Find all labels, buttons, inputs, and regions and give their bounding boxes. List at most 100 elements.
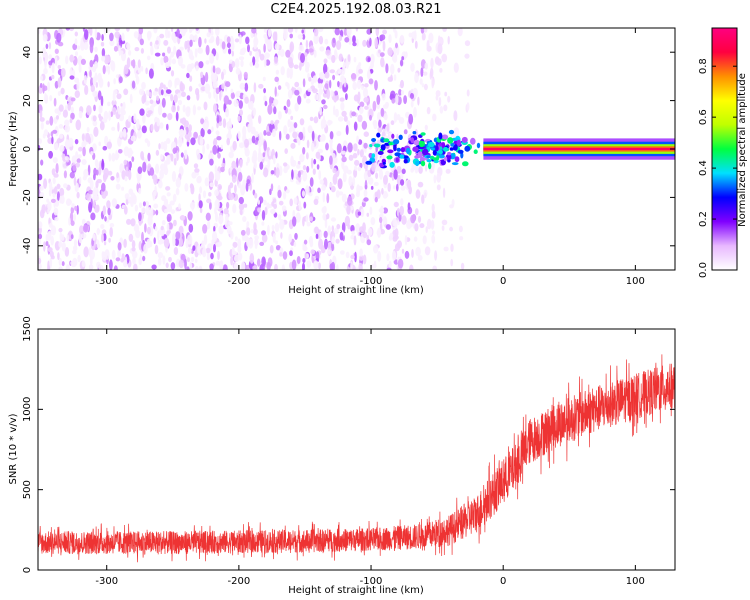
heatmap-cell (56, 115, 59, 120)
heatmap-cell (215, 242, 221, 248)
heatmap-cell (306, 165, 310, 173)
heatmap-cell (95, 161, 99, 170)
heatmap-cell (117, 121, 120, 132)
heatmap-cell (218, 225, 224, 235)
heatmap-cell (57, 77, 62, 88)
heatmap-cell (53, 207, 59, 216)
heatmap-cell (239, 109, 243, 116)
heatmap-cell (218, 214, 224, 225)
heatmap-cell (178, 203, 181, 210)
heatmap-cell (197, 106, 202, 111)
heatmap-cell (254, 243, 258, 249)
heatmap-cell (226, 133, 232, 140)
heatmap-cell (169, 55, 172, 66)
heatmap-cell (342, 172, 347, 183)
heatmap-cell (319, 72, 325, 78)
heatmap-cell (352, 176, 356, 187)
heatmap-cell (373, 181, 379, 187)
spectrogram-x-axis-label: Height of straight line (km) (288, 285, 424, 296)
heatmap-cell (379, 52, 385, 57)
heatmap-cell (257, 155, 263, 163)
heatmap-cell (430, 67, 434, 78)
heatmap-cell (169, 200, 175, 206)
heatmap-cell (236, 157, 239, 168)
heatmap-cell (108, 213, 113, 220)
heatmap-cell (352, 152, 358, 159)
heatmap-cell (357, 166, 362, 172)
heatmap-cell (74, 38, 78, 46)
heatmap-cell (153, 237, 156, 245)
heatmap-cell (49, 181, 53, 191)
heatmap-cell (200, 127, 205, 138)
heatmap-cell (363, 97, 369, 103)
heatmap-cell (322, 205, 327, 213)
heatmap-cell (430, 147, 435, 151)
heatmap-cell (142, 201, 146, 207)
heatmap-cell (246, 179, 251, 185)
heatmap-cell (50, 225, 57, 236)
heatmap-cell (374, 80, 378, 91)
heatmap-cell (146, 238, 151, 249)
heatmap-cell (289, 121, 294, 130)
heatmap-cell (364, 83, 369, 88)
heatmap-cell (385, 224, 391, 230)
heatmap-cell (395, 94, 399, 105)
heatmap-cell (130, 218, 136, 227)
heatmap-cell (145, 89, 150, 96)
heatmap-cell (326, 88, 331, 100)
heatmap-cell (38, 138, 43, 145)
heatmap-cell (382, 161, 386, 165)
heatmap-cell (383, 113, 388, 121)
heatmap-cell (107, 65, 111, 75)
heatmap-cell (140, 65, 144, 72)
heatmap-cell (428, 32, 434, 44)
heatmap-cell (105, 55, 111, 64)
heatmap-cell (323, 230, 328, 239)
heatmap-cell (234, 254, 240, 263)
heatmap-cell (171, 105, 177, 113)
heatmap-cell (135, 75, 140, 85)
heatmap-cell (394, 243, 401, 252)
heatmap-cell (436, 155, 440, 161)
heatmap-cell (357, 96, 360, 104)
heatmap-cell (114, 152, 120, 159)
heatmap-cell (193, 163, 199, 169)
heatmap-cell (369, 114, 372, 121)
heatmap-cell (391, 133, 395, 139)
heatmap-cell (411, 248, 414, 258)
heatmap-cell (111, 198, 118, 208)
heatmap-cell (41, 204, 46, 214)
heatmap-cell (53, 173, 59, 178)
heatmap-cell (88, 201, 93, 213)
heatmap-cell (313, 33, 319, 45)
heatmap-cell (87, 28, 91, 34)
heatmap-cell (245, 36, 250, 45)
heatmap-cell (238, 202, 245, 211)
heatmap-cell (95, 81, 99, 88)
heatmap-cell (438, 96, 442, 107)
heatmap-cell (393, 201, 399, 208)
heatmap-cell (394, 152, 402, 157)
heatmap-cell (302, 78, 306, 88)
heatmap-cell (173, 94, 178, 103)
heatmap-cell (289, 198, 294, 207)
heatmap-cell (96, 261, 101, 268)
heatmap-cell (284, 148, 289, 155)
heatmap-cell (206, 143, 210, 150)
heatmap-cell (204, 119, 210, 129)
heatmap-cell (442, 187, 446, 198)
heatmap-cell (441, 134, 449, 140)
heatmap-cell (261, 210, 266, 221)
heatmap-cell (163, 84, 166, 89)
heatmap-cell (262, 76, 266, 82)
heatmap-cell (389, 232, 394, 239)
heatmap-cell (211, 126, 214, 133)
heatmap-cell (38, 233, 43, 240)
heatmap-cell (151, 264, 157, 270)
heatmap-cell (264, 34, 268, 45)
heatmap-cell (176, 28, 180, 38)
heatmap-cell (227, 184, 231, 196)
heatmap-cell (345, 251, 350, 259)
heatmap-cell (136, 118, 140, 130)
heatmap-cell (434, 250, 438, 261)
